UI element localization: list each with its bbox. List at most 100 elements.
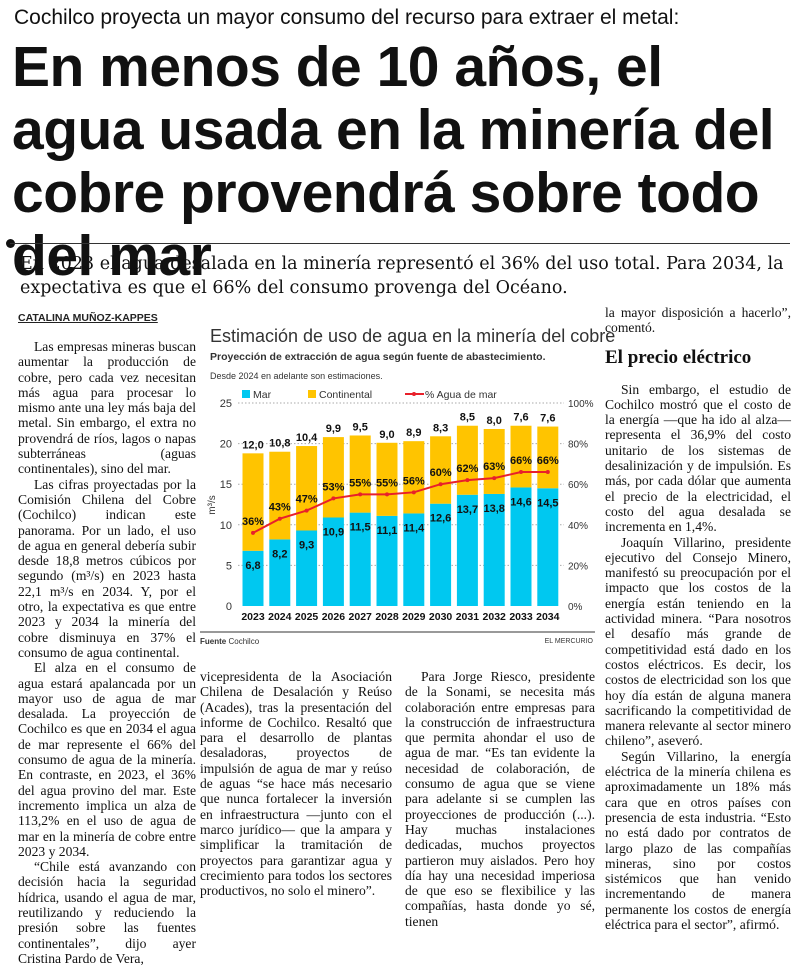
bar-mar [376, 515, 398, 606]
bar-mar [537, 488, 559, 606]
chart-note: Desde 2024 en adelante son estimaciones. [210, 371, 383, 381]
pct-point [519, 470, 523, 475]
continental-value-label: 12,0 [242, 439, 263, 451]
y2-tick-label: 0% [568, 602, 583, 613]
water-use-chart: Estimación de uso de agua en la minería … [200, 322, 615, 652]
mar-value-label: 14,6 [510, 496, 531, 508]
mar-value-label: 11,4 [403, 522, 425, 534]
y-tick-label: 10 [220, 520, 232, 532]
paragraph: la mayor disposición a hacerlo”, comentó… [605, 305, 791, 336]
continental-value-label: 9,0 [379, 429, 394, 441]
subheading: El precio eléctrico [605, 346, 752, 368]
kicker: Cochilco proyecta un mayor consumo del r… [14, 6, 680, 29]
continental-value-label: 7,6 [513, 412, 528, 424]
y-tick-label: 25 [220, 398, 232, 410]
pct-line [252, 471, 548, 534]
bar-mar [456, 494, 478, 606]
x-tick-label: 2032 [483, 611, 507, 623]
continental-value-label: 7,6 [540, 413, 555, 425]
paragraph: Sin embargo, el estudio de Cochilco most… [605, 381, 791, 535]
pct-value-label: 47% [296, 494, 318, 506]
legend-swatch-continental [308, 390, 316, 398]
bar-mar [242, 550, 264, 606]
column-3: Para Jorge Riesco, presidente de la Sona… [405, 669, 595, 929]
mar-value-label: 13,8 [483, 503, 504, 515]
pct-value-label: 55% [376, 477, 398, 489]
bar-continental [430, 436, 452, 504]
deck: En 2023 el agua desalada en la minería r… [20, 254, 784, 298]
bar-continental [322, 437, 344, 518]
continental-value-label: 9,9 [326, 423, 341, 435]
column-2: vicepresidenta de la Asociación Chilena … [200, 669, 392, 898]
x-tick-label: 2026 [322, 611, 346, 623]
bar-continental [242, 453, 264, 551]
bar-continental [456, 425, 478, 495]
y2-tick-label: 40% [568, 521, 588, 532]
y2-tick-label: 80% [568, 440, 588, 451]
paragraph: Según Villarino, la energía eléctrica de… [605, 748, 791, 932]
legend-swatch-mar [242, 390, 250, 398]
pct-value-label: 53% [322, 481, 344, 493]
mar-value-label: 8,2 [272, 548, 287, 560]
mar-value-label: 11,1 [377, 525, 398, 537]
pct-value-label: 43% [269, 502, 291, 514]
mar-value-label: 14,5 [537, 497, 558, 509]
pct-point [411, 490, 416, 495]
bar-mar [322, 517, 344, 606]
continental-value-label: 8,9 [406, 427, 421, 439]
bar-mar [269, 539, 291, 606]
y2-tick-label: 60% [568, 480, 588, 491]
pct-point [385, 492, 389, 497]
headline: En menos de 10 años, el agua usada en la… [12, 35, 775, 288]
x-tick-label: 2029 [402, 611, 426, 623]
continental-value-label: 8,3 [433, 422, 448, 434]
chart-plot: 05101520250%20%40%60%80%100%m³/s6,812,02… [207, 389, 594, 623]
pct-value-label: 66% [510, 455, 532, 467]
continental-value-label: 9,5 [353, 421, 368, 433]
pct-point [251, 530, 255, 535]
credit: EL MERCURIO [544, 638, 593, 645]
legend-point-pct [412, 392, 416, 396]
pct-value-label: 56% [403, 475, 425, 487]
pct-point [358, 492, 363, 497]
x-tick-label: 2034 [536, 611, 560, 623]
x-tick-label: 2023 [241, 611, 265, 623]
pct-value-label: 36% [242, 516, 264, 528]
pct-point [304, 508, 309, 513]
y-tick-label: 20 [220, 439, 232, 451]
byline: CATALINA MUÑOZ-KAPPES [18, 312, 158, 324]
legend-label-mar: Mar [253, 389, 272, 401]
mar-value-label: 11,5 [350, 522, 371, 534]
pct-value-label: 63% [483, 461, 505, 473]
bar-mar [296, 530, 318, 606]
x-tick-label: 2027 [349, 611, 373, 623]
pct-point [465, 478, 470, 483]
pct-point [545, 470, 550, 475]
y2-tick-label: 20% [568, 561, 588, 572]
divider [10, 243, 790, 244]
pct-value-label: 60% [430, 467, 452, 479]
pct-point [438, 482, 443, 487]
paragraph: “Chile está avanzando con decisión hacia… [18, 859, 196, 966]
bar-mar [510, 487, 532, 606]
y-axis-label: m³/s [207, 495, 218, 514]
paragraph: Las cifras proyectadas por la Comisión C… [18, 476, 196, 660]
paragraph: vicepresidenta de la Asociación Chilena … [200, 669, 392, 899]
continental-value-label: 8,5 [460, 412, 475, 424]
paragraph: Joaquín Villarino, presidente ejecutivo … [605, 534, 791, 749]
bar-mar [403, 513, 425, 606]
mar-value-label: 6,8 [245, 560, 260, 572]
source: Cochilco [228, 637, 260, 646]
paragraph: El alza en el consumo de agua estará apa… [18, 660, 196, 859]
legend-label-continental: Continental [319, 389, 372, 401]
continental-value-label: 10,8 [269, 438, 290, 450]
column-1: Las empresas mineras buscan aumentar la … [18, 339, 196, 966]
y2-tick-label: 100% [568, 399, 594, 410]
y-tick-label: 15 [220, 479, 232, 491]
pct-value-label: 62% [456, 463, 478, 475]
paragraph: Para Jorge Riesco, presidente de la Sona… [405, 669, 595, 929]
x-tick-label: 2024 [268, 611, 292, 623]
chart-title: Estimación de uso de agua en la minería … [210, 326, 616, 346]
bar-mar [349, 512, 371, 606]
paragraph: Las empresas mineras buscan aumentar la … [18, 339, 196, 477]
